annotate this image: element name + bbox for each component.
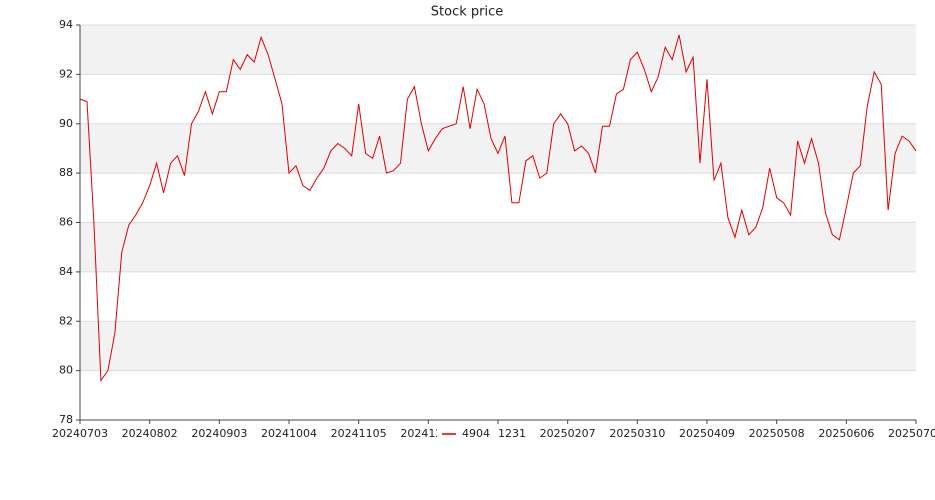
x-tick-label: 20240903 bbox=[191, 427, 247, 440]
y-tick-label: 94 bbox=[59, 18, 73, 31]
x-tick-label: 20241004 bbox=[261, 427, 317, 440]
grid-band bbox=[80, 123, 916, 174]
grid-band bbox=[80, 25, 916, 75]
y-tick-label: 88 bbox=[59, 166, 73, 179]
x-tick-label: 20250310 bbox=[609, 427, 665, 440]
x-tick-label: 20240703 bbox=[52, 427, 108, 440]
x-tick-label: 20240802 bbox=[122, 427, 178, 440]
x-tick-label: 20250409 bbox=[679, 427, 735, 440]
y-tick-label: 82 bbox=[59, 314, 73, 327]
chart-title: Stock price bbox=[431, 5, 503, 20]
grid-band bbox=[80, 222, 916, 272]
x-tick-label: 20250606 bbox=[818, 427, 874, 440]
grid-band bbox=[80, 321, 916, 371]
legend-label: 4904 bbox=[462, 427, 490, 440]
y-tick-label: 92 bbox=[59, 67, 73, 80]
legend: 4904 bbox=[437, 425, 499, 443]
x-tick-label: 20250207 bbox=[540, 427, 596, 440]
legend-box bbox=[437, 425, 499, 443]
y-tick-label: 80 bbox=[59, 364, 73, 377]
y-tick-label: 84 bbox=[59, 265, 73, 278]
y-tick-label: 86 bbox=[59, 216, 73, 229]
line-series bbox=[79, 34, 917, 382]
y-tick-label: 90 bbox=[59, 117, 73, 130]
x-tick-label: 20250508 bbox=[749, 427, 805, 440]
x-tick-label: 20241105 bbox=[331, 427, 387, 440]
y-tick-label: 78 bbox=[59, 413, 73, 426]
